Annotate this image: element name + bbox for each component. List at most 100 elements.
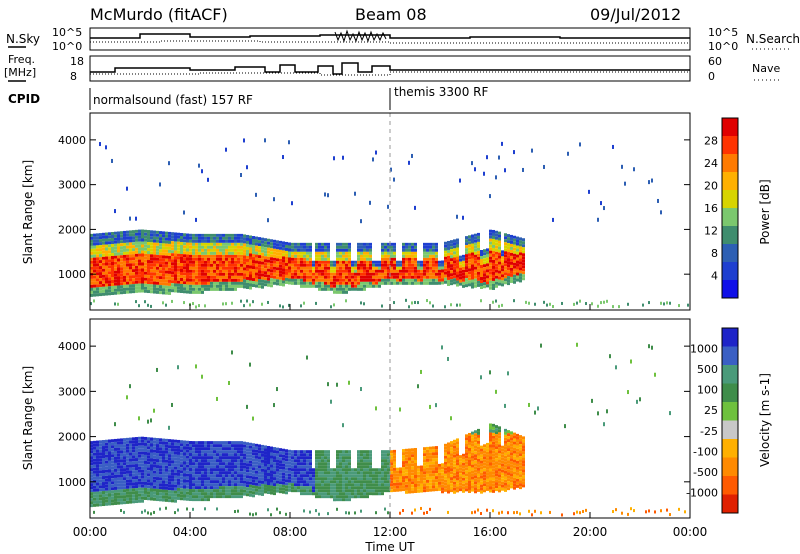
heatmap-cell	[447, 451, 450, 455]
heatmap-cell	[243, 246, 246, 250]
heatmap-cell	[126, 458, 129, 462]
heatmap-cell	[210, 251, 213, 255]
nsky-label: N.Sky	[6, 32, 40, 46]
heatmap-cell	[129, 266, 132, 270]
heatmap-cell	[285, 455, 288, 459]
heatmap-cell	[132, 290, 135, 294]
heatmap-cell	[468, 459, 471, 463]
heatmap-cell	[273, 477, 276, 481]
heatmap-cell	[165, 441, 168, 445]
heatmap-speckle	[429, 404, 431, 409]
heatmap-ground-scatter	[585, 302, 587, 306]
heatmap-cell	[108, 262, 111, 266]
heatmap-cell	[321, 480, 324, 484]
heatmap-cell	[282, 478, 285, 482]
heatmap-cell	[330, 272, 333, 276]
heatmap-cell	[231, 441, 234, 445]
heatmap-cell	[186, 257, 189, 261]
heatmap-cell	[171, 475, 174, 479]
heatmap-cell	[183, 284, 186, 288]
heatmap-cell	[258, 285, 261, 289]
heatmap-cell	[408, 251, 411, 255]
heatmap-cell	[150, 464, 153, 468]
heatmap-cell	[276, 450, 279, 454]
heatmap-cell	[399, 263, 402, 267]
heatmap-cell	[258, 444, 261, 448]
heatmap-cell	[330, 284, 333, 288]
heatmap-cell	[459, 258, 462, 262]
heatmap-cell	[108, 472, 111, 476]
heatmap-cell	[465, 449, 468, 453]
heatmap-cell	[243, 474, 246, 478]
heatmap-cell	[90, 495, 93, 499]
heatmap-cell	[327, 477, 330, 481]
heatmap-cell	[252, 470, 255, 474]
heatmap-cell	[339, 260, 342, 264]
heatmap-cell	[372, 263, 375, 267]
heatmap-cell	[159, 456, 162, 460]
heatmap-cell	[219, 272, 222, 276]
heatmap-cell	[126, 284, 129, 288]
heatmap-cell	[90, 456, 93, 460]
heatmap-cell	[117, 441, 120, 445]
heatmap-cell	[342, 257, 345, 261]
heatmap-cell	[129, 449, 132, 453]
heatmap-cell	[315, 468, 318, 472]
heatmap-ground-scatter	[426, 511, 428, 515]
heatmap-ground-scatter	[477, 508, 479, 512]
heatmap-cell	[273, 450, 276, 454]
heatmap-cell	[408, 266, 411, 270]
heatmap-cell	[159, 495, 162, 499]
heatmap-cell	[423, 257, 426, 261]
heatmap-cell	[393, 488, 396, 492]
heatmap-cell	[231, 260, 234, 264]
heatmap-cell	[132, 491, 135, 495]
heatmap-cell	[225, 242, 228, 246]
heatmap-cell	[102, 241, 105, 245]
heatmap-cell	[393, 449, 396, 453]
heatmap-cell	[261, 450, 264, 454]
heatmap-cell	[153, 491, 156, 495]
heatmap-cell	[195, 441, 198, 445]
heatmap-cell	[384, 278, 387, 282]
heatmap-cell	[186, 485, 189, 489]
heatmap-cell	[384, 474, 387, 478]
heatmap-cell	[141, 463, 144, 467]
heatmap-cell	[444, 256, 447, 260]
heatmap-cell	[156, 251, 159, 255]
heatmap-cell	[261, 462, 264, 466]
heatmap-cell	[198, 492, 201, 496]
heatmap-cell	[465, 452, 468, 456]
heatmap-cell	[102, 485, 105, 489]
heatmap-cell	[468, 244, 471, 248]
heatmap-cell	[363, 459, 366, 463]
heatmap-cell	[372, 486, 375, 490]
heatmap-cell	[468, 456, 471, 460]
heatmap-cell	[162, 291, 165, 295]
heatmap-cell	[147, 266, 150, 270]
heatmap-cell	[285, 247, 288, 251]
heatmap-ground-scatter	[270, 513, 272, 517]
heatmap-cell	[375, 486, 378, 490]
nsearch-tick-high: 10^5	[708, 26, 738, 39]
heatmap-cell	[375, 266, 378, 270]
heatmap-ground-scatter	[612, 305, 614, 309]
heatmap-cell	[132, 470, 135, 474]
heatmap-cell	[234, 269, 237, 273]
heatmap-cell	[327, 263, 330, 267]
heatmap-cell	[390, 474, 393, 478]
heatmap-cell	[258, 477, 261, 481]
heatmap-cell	[315, 254, 318, 258]
heatmap-cell	[141, 232, 144, 236]
heatmap-cell	[159, 474, 162, 478]
heatmap-cell	[105, 466, 108, 470]
heatmap-cell	[420, 471, 423, 475]
heatmap-cell	[102, 497, 105, 501]
heatmap-cell	[105, 469, 108, 473]
heatmap-ground-scatter	[618, 305, 620, 309]
heatmap-cell	[228, 450, 231, 454]
heatmap-cell	[402, 281, 405, 285]
heatmap-cell	[390, 477, 393, 481]
heatmap-cell	[198, 447, 201, 451]
heatmap-cell	[171, 241, 174, 245]
